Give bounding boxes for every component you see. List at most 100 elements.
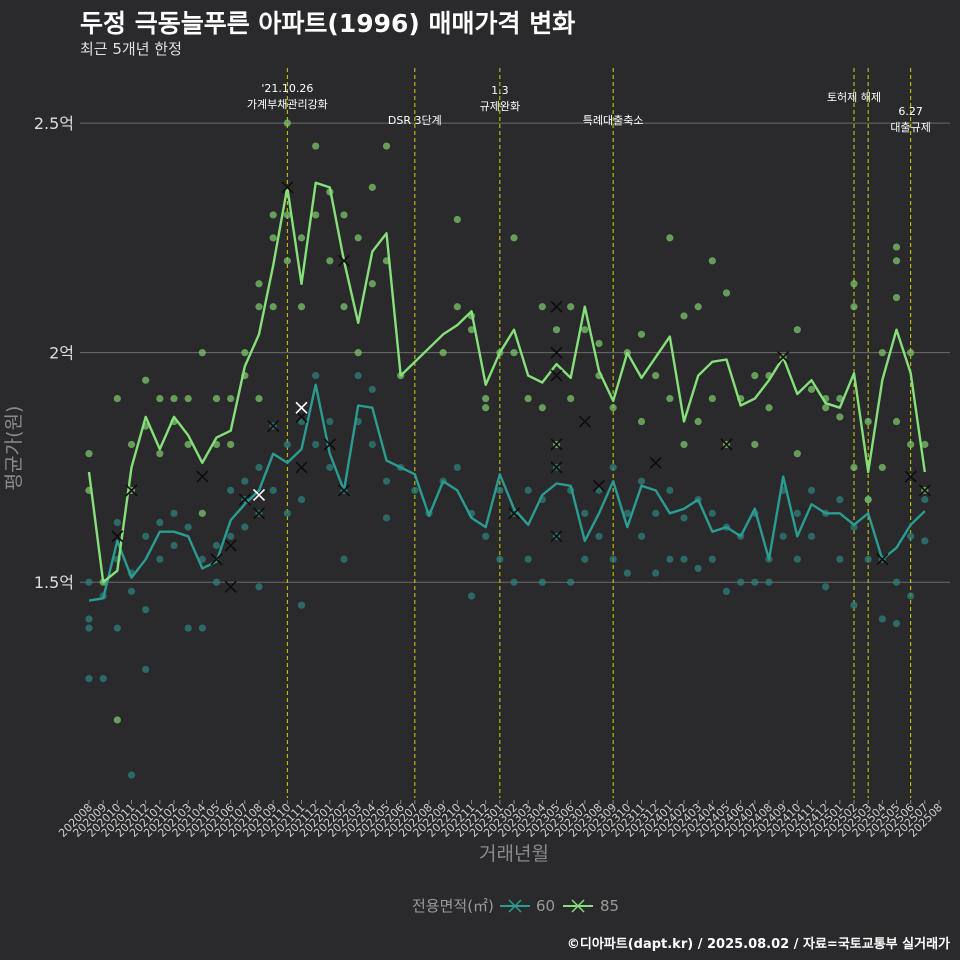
transaction-dot-60 xyxy=(212,578,221,586)
transaction-dot-60 xyxy=(708,509,716,517)
source-caption: ©디아파트(dapt.kr) / 2025.08.02 / 자료=국토교통부 실… xyxy=(566,937,950,952)
transaction-dot-60 xyxy=(340,555,348,563)
transaction-dot-60 xyxy=(822,583,830,591)
cross-marker-85 xyxy=(550,300,563,313)
transaction-dot-60 xyxy=(212,541,221,550)
transaction-dot-85 xyxy=(283,257,291,265)
transaction-dot-60 xyxy=(807,486,816,494)
transaction-dot-60 xyxy=(184,523,192,531)
legend: 전용면적(㎡) 60 85 xyxy=(412,897,619,915)
transaction-dot-85 xyxy=(878,463,886,472)
legend-item-60: 60 xyxy=(500,897,555,915)
transaction-dot-60 xyxy=(779,532,787,540)
transaction-dot-60 xyxy=(269,486,277,494)
y-axis-title: 평균가(원) xyxy=(3,406,25,491)
transaction-dot-60 xyxy=(312,372,320,380)
transaction-dot-85 xyxy=(907,440,915,449)
y-tick-label: 2억 xyxy=(49,344,74,363)
transaction-dot-85 xyxy=(354,349,362,357)
cross-marker-60 xyxy=(550,438,563,451)
transaction-dot-85 xyxy=(524,394,532,403)
transaction-dot-60 xyxy=(581,509,589,517)
transaction-dot-85 xyxy=(113,716,121,724)
event-annotation: 규제완화 xyxy=(480,100,520,113)
transaction-dot-85 xyxy=(708,257,716,265)
transaction-dot-60 xyxy=(524,486,532,494)
transaction-dot-60 xyxy=(850,601,858,609)
transaction-dot-60 xyxy=(368,385,376,393)
transaction-dot-60 xyxy=(127,587,136,595)
transaction-dot-60 xyxy=(170,541,178,550)
transaction-dot-60 xyxy=(637,532,646,540)
transaction-dot-60 xyxy=(312,440,320,449)
transaction-dot-85 xyxy=(637,417,646,426)
transaction-dot-85 xyxy=(722,289,731,297)
cross-marker-60 xyxy=(876,553,889,566)
transaction-dot-60 xyxy=(581,555,589,563)
transaction-dot-60 xyxy=(467,592,476,600)
transaction-dot-60 xyxy=(227,532,235,540)
transaction-dot-60 xyxy=(297,495,306,504)
transaction-dot-85 xyxy=(255,394,263,403)
transaction-dot-85 xyxy=(836,413,844,421)
transaction-dot-60 xyxy=(793,555,801,563)
transaction-dot-60 xyxy=(637,477,646,485)
transaction-dot-85 xyxy=(198,349,206,357)
transaction-dot-60 xyxy=(807,532,816,540)
transaction-dot-85 xyxy=(368,280,376,288)
transaction-dot-85 xyxy=(751,440,759,449)
transaction-dot-85 xyxy=(567,303,575,311)
legend-item-85: 85 xyxy=(563,897,619,915)
transaction-dot-60 xyxy=(666,555,674,563)
cross-marker-60 xyxy=(507,507,521,520)
series-line-85 xyxy=(87,181,926,584)
transaction-dot-85 xyxy=(892,243,901,251)
cross-marker-60 xyxy=(295,461,308,474)
cross-marker-60 xyxy=(578,415,591,428)
transaction-dot-60 xyxy=(496,555,504,563)
transaction-dot-85 xyxy=(255,280,263,288)
transaction-dot-60 xyxy=(836,495,844,504)
transaction-dot-85 xyxy=(765,404,773,412)
y-tick-label: 2.5억 xyxy=(34,114,74,133)
transaction-dot-85 xyxy=(822,404,830,412)
transaction-dot-85 xyxy=(751,372,759,380)
transaction-dot-60 xyxy=(864,555,872,563)
transaction-dot-85 xyxy=(652,372,660,380)
transaction-dot-60 xyxy=(255,583,263,591)
transaction-dot-60 xyxy=(609,555,617,563)
transaction-dot-60 xyxy=(227,486,235,494)
cross-marker-85 xyxy=(337,254,351,267)
transaction-dot-85 xyxy=(581,326,589,334)
cross-marker-60 xyxy=(337,484,351,497)
transaction-dot-85 xyxy=(637,330,646,338)
x-axis: 2020082020092020102020112020122021012021… xyxy=(56,800,945,840)
transaction-dot-60 xyxy=(283,440,291,449)
transaction-dot-60 xyxy=(482,532,490,540)
transaction-dot-60 xyxy=(241,477,249,485)
transaction-dot-85 xyxy=(510,349,518,357)
transaction-dot-85 xyxy=(666,394,674,403)
transaction-dot-85 xyxy=(184,394,192,403)
transaction-dot-85 xyxy=(113,394,121,403)
transaction-dot-85 xyxy=(850,463,858,472)
transaction-dot-85 xyxy=(127,440,136,449)
transaction-dot-85 xyxy=(680,440,688,449)
transaction-dot-60 xyxy=(85,615,93,623)
legend-label-85: 85 xyxy=(600,897,619,915)
event-annotation: 6.27 xyxy=(898,105,923,118)
legend-label-60: 60 xyxy=(536,897,555,915)
transaction-dot-60 xyxy=(156,518,164,527)
transaction-dot-60 xyxy=(184,624,192,632)
transaction-dot-85 xyxy=(368,183,376,191)
transaction-dot-60 xyxy=(878,615,886,623)
cross-marker-60 xyxy=(111,530,124,543)
transaction-dot-60 xyxy=(921,495,929,504)
transaction-dot-85 xyxy=(864,495,872,504)
transaction-dot-85 xyxy=(892,293,901,302)
cross-marker-60 xyxy=(267,420,280,433)
transaction-dot-60 xyxy=(156,555,164,563)
transaction-dot-60 xyxy=(382,514,391,522)
transaction-dot-60 xyxy=(595,532,603,540)
event-annotation: 가계부채관리강화 xyxy=(247,98,328,111)
